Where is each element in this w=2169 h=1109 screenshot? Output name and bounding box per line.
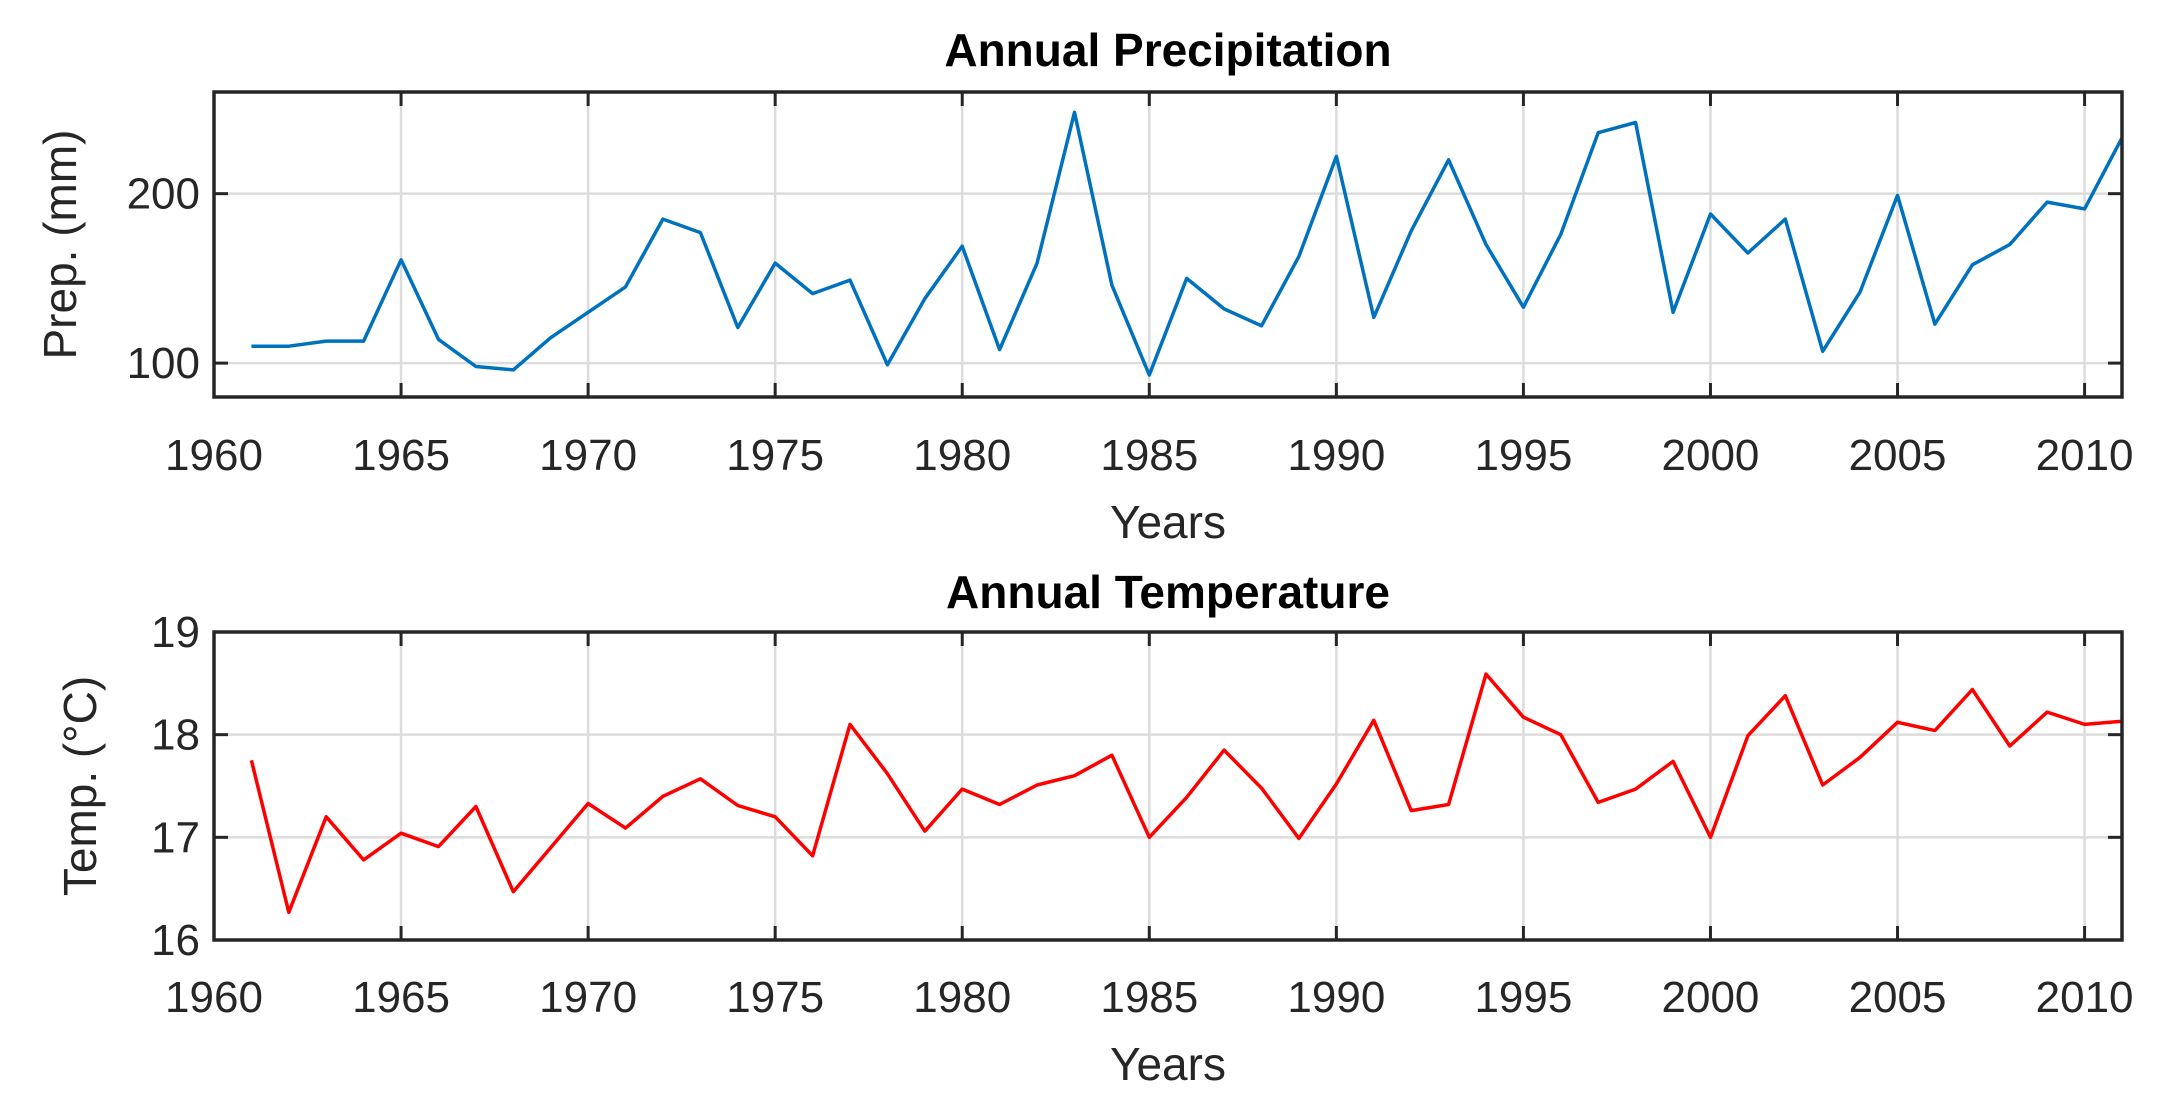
x-tick-label: 1960 [165, 973, 263, 1022]
x-tick-label: 1960 [165, 431, 263, 480]
y-tick-label: 100 [127, 339, 200, 388]
x-tick-label: 2000 [1662, 973, 1760, 1022]
x-tick-label: 2005 [1849, 431, 1947, 480]
x-tick-label: 1985 [1100, 973, 1198, 1022]
x-tick-label: 2010 [2036, 431, 2134, 480]
x-tick-label: 2005 [1849, 973, 1947, 1022]
y-axis-label: Prep. (mm) [34, 130, 86, 360]
y-tick-label: 16 [151, 916, 200, 965]
x-tick-label: 1980 [913, 973, 1011, 1022]
subplot-precipitation: 1960 1965 1970 1975 1980 1985 1990 1995 2000 2005… [34, 24, 2134, 548]
x-tick-label: 1965 [352, 973, 450, 1022]
series-line [249, 672, 2123, 915]
y-tick-label: 19 [151, 608, 200, 657]
y-axis-label: Temp. (°C) [54, 676, 106, 896]
x-axis-label: Years [1110, 1038, 1226, 1090]
x-tick-label: 1980 [913, 431, 1011, 480]
y-tick-label: 200 [127, 170, 200, 219]
x-axis-label: Years [1110, 496, 1226, 548]
x-tick-label: 1970 [539, 431, 637, 480]
x-tick-label: 1995 [1474, 973, 1572, 1022]
axes-frame [212, 630, 2124, 942]
x-tick-label: 1990 [1287, 431, 1385, 480]
x-tick-label: 1995 [1474, 431, 1572, 480]
series-line [251, 110, 2124, 377]
chart-title: Annual Temperature [946, 566, 1390, 618]
chart-title: Annual Precipitation [944, 24, 1391, 76]
y-tick-label: 18 [151, 711, 200, 760]
y-tick-label: 17 [151, 813, 200, 862]
x-tick-label: 1985 [1100, 431, 1198, 480]
x-tick-label: 1970 [539, 973, 637, 1022]
axes-frame [212, 90, 2124, 399]
x-tick-label: 2000 [1662, 431, 1760, 480]
x-tick-label: 1975 [726, 431, 824, 480]
x-tick-label: 1965 [352, 431, 450, 480]
x-tick-label: 2010 [2036, 973, 2134, 1022]
subplot-temperature: 1960 1965 1970 1975 1980 1985 1990 1995 2000 2005… [54, 566, 2134, 1090]
x-tick-label: 1990 [1287, 973, 1385, 1022]
x-tick-label: 1975 [726, 973, 824, 1022]
